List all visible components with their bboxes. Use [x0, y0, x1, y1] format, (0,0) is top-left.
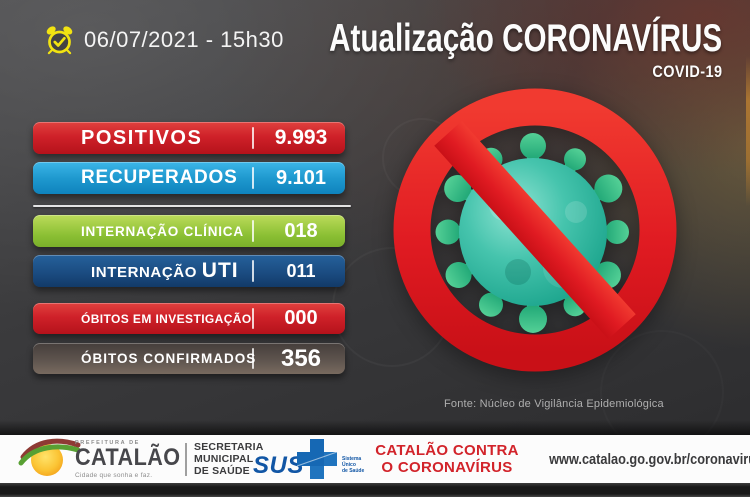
prefeitura-logo-text: PREFEITURA DE CATALÃO Cidade que sonha e…: [75, 440, 192, 479]
secretaria-label: SECRETARIA MUNICIPAL DE SAÚDE: [194, 441, 263, 477]
sus-label: SUS: [253, 452, 304, 479]
sus-small-line: de Saúde: [342, 468, 365, 474]
stat-bar-positivos: POSITIVOS 9.993: [33, 122, 345, 154]
source-note: Fonte: Núcleo de Vigilância Epidemiológi…: [444, 398, 664, 410]
campaign-line: O CORONAVÍRUS: [381, 458, 513, 476]
background-shadow-band: [0, 420, 750, 435]
stat-label: RECUPERADOS: [81, 167, 238, 188]
stat-label: INTERNAÇÃO UTI: [33, 259, 239, 283]
stat-label: POSITIVOS: [81, 126, 203, 149]
stat-bar-recuperados: RECUPERADOS 9.101: [33, 162, 345, 194]
stat-divider: [252, 220, 254, 242]
campaign-slogan: CATALÃO CONTRA O CORONAVÍRUS: [372, 442, 522, 476]
stat-value: 9.101: [275, 166, 327, 189]
page-title: Atualização CORONAVÍRUS: [328, 17, 722, 60]
secretaria-line: DE SAÚDE: [194, 465, 250, 477]
stat-value: 011: [286, 260, 316, 281]
sus-cross-icon: [296, 439, 338, 479]
coronavirus-url: www.catalao.go.gov.br/coronavirus: [549, 451, 750, 468]
stat-divider: [252, 127, 254, 149]
catalao-sun-logo-icon: [18, 438, 81, 476]
stat-divider: [252, 307, 254, 330]
alarm-clock-icon: [46, 26, 73, 55]
sus-small-line: Sistema: [342, 456, 362, 462]
update-datetime: 06/07/2021 - 15h30: [84, 27, 284, 52]
prefeitura-tagline: Cidade que sonha e faz.: [75, 472, 153, 479]
stat-label: ÓBITOS EM INVESTIGAÇÃO: [81, 311, 252, 326]
sus-small-line: Único: [342, 462, 356, 468]
stat-label-small: INTERNAÇÃO: [91, 264, 197, 281]
prefeitura-small-label: PREFEITURA DE: [75, 440, 140, 446]
stat-bar-internacao-clinica: INTERNAÇÃO CLÍNICA 018: [33, 215, 345, 247]
stat-label: ÓBITOS CONFIRMADOS: [81, 351, 257, 366]
page-subtitle: COVID-19: [651, 62, 722, 81]
stat-label: INTERNAÇÃO CLÍNICA: [81, 223, 244, 239]
stat-bar-obitos-confirmados: ÓBITOS CONFIRMADOS 356: [33, 343, 345, 374]
stat-value: 018: [284, 219, 318, 242]
campaign-line: CATALÃO CONTRA: [375, 442, 519, 459]
prohibition-slash: [434, 121, 636, 339]
stat-label-big: UTI: [201, 259, 239, 282]
sus-small-label: Sistema Único de Saúde: [342, 456, 364, 474]
stat-value: 356: [280, 344, 322, 372]
secretaria-line: SECRETARIA: [194, 441, 264, 453]
footer-bar: PREFEITURA DE CATALÃO Cidade que sonha e…: [0, 435, 750, 483]
prohibition-ring: [393, 88, 677, 372]
footer-bottom-strip: [0, 483, 750, 497]
footer-divider: [185, 443, 187, 476]
stat-value: 9.993: [274, 126, 328, 149]
stat-value: 000: [284, 307, 318, 329]
section-divider-line: [33, 205, 351, 207]
stat-divider: [252, 347, 254, 370]
secretaria-line: MUNICIPAL: [194, 453, 254, 465]
stat-bar-obitos-investigacao: ÓBITOS EM INVESTIGAÇÃO 000: [33, 303, 345, 334]
stat-bar-internacao-uti: INTERNAÇÃO UTI 011: [33, 255, 345, 287]
no-virus-icon: [393, 88, 677, 372]
background-accent: [746, 56, 750, 206]
prefeitura-name: CATALÃO: [75, 444, 181, 471]
stat-divider: [252, 260, 254, 282]
stat-divider: [252, 167, 254, 189]
